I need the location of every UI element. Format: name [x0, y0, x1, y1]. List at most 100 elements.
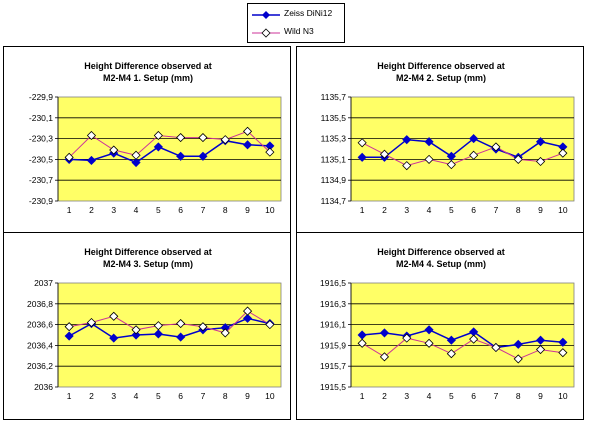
data-point-wild [220, 328, 230, 338]
y-tick-label: 2036,4 [27, 340, 53, 350]
y-tick-label: -229,9 [29, 92, 53, 102]
data-point-wild [379, 352, 390, 362]
chart-legend: Zeiss DiNi12 Wild N3 [247, 3, 345, 43]
data-point-wild [265, 147, 275, 157]
x-tick-label: 4 [134, 391, 139, 401]
x-tick-label: 6 [471, 205, 476, 215]
data-point-wild [424, 154, 434, 164]
chart-svg: Height Difference observed at M2-M4 1. Se… [29, 61, 282, 215]
plot-area [350, 282, 575, 388]
legend-entry-wild: Wild N3 [248, 25, 344, 41]
y-tick-label: -230,5 [29, 154, 53, 164]
x-tick-label: 1 [67, 391, 72, 401]
y-tick-label: 1915,5 [320, 382, 346, 392]
chart-title-line: M2-M4 1. Setup (mm) [103, 73, 193, 83]
x-tick-label: 7 [494, 391, 499, 401]
data-point-zeiss [86, 155, 97, 166]
data-point-wild [558, 348, 568, 358]
y-tick-label: -230,3 [29, 134, 53, 144]
x-tick-label: 9 [245, 391, 250, 401]
data-point-wild [424, 338, 434, 348]
data-point-zeiss [176, 332, 186, 342]
x-tick-label: 1 [360, 205, 365, 215]
data-point-zeiss [424, 325, 434, 335]
x-tick-label: 1 [67, 205, 72, 215]
y-tick-label: 2036,8 [27, 299, 53, 309]
data-point-wild [153, 321, 163, 331]
y-tick-label: 1915,9 [320, 340, 346, 350]
chart-svg: Height Difference observed at M2-M4 3. Se… [27, 247, 282, 401]
chart-svg: Height Difference observed at M2-M4 2. Se… [321, 61, 575, 215]
series-line-wild [361, 142, 564, 167]
x-tick-label: 10 [558, 205, 568, 215]
y-tick-label: 1134,7 [321, 196, 347, 206]
series-line-zeiss [362, 137, 564, 159]
x-tick-label: 7 [494, 205, 499, 215]
data-point-zeiss [558, 337, 568, 347]
data-point-zeiss [535, 137, 546, 147]
data-point-zeiss [469, 134, 479, 144]
x-tick-label: 9 [538, 391, 543, 401]
plot-area [350, 96, 575, 202]
x-tick-label: 8 [223, 391, 228, 401]
chart-title-line: M2-M4 4. Setup (mm) [396, 259, 486, 269]
y-tick-label: 1135,1 [321, 154, 347, 164]
data-point-wild [153, 130, 163, 141]
data-point-wild [402, 161, 412, 171]
series-line-wild [69, 310, 271, 334]
chart-title-line: M2-M4 2. Setup (mm) [396, 73, 486, 83]
y-tick-label: 1135,7 [321, 92, 347, 102]
chart-title-line: Height Difference observed at [377, 247, 505, 257]
data-point-wild [469, 334, 479, 344]
x-tick-label: 5 [156, 205, 161, 215]
data-point-zeiss [402, 135, 412, 145]
x-tick-label: 3 [111, 205, 116, 215]
x-tick-label: 5 [449, 391, 454, 401]
chart-panel-setup-4: Height Difference observed at M2-M4 4. Se… [296, 232, 584, 420]
data-point-wild [535, 156, 546, 167]
x-tick-label: 10 [265, 391, 275, 401]
data-point-wild [357, 338, 367, 348]
chart-panel-setup-3: Height Difference observed at M2-M4 3. Se… [3, 232, 291, 420]
data-point-zeiss [242, 140, 253, 150]
chart-panel-setup-1: Height Difference observed at M2-M4 1. Se… [3, 46, 291, 234]
x-tick-label: 3 [111, 391, 116, 401]
data-point-wild [357, 138, 367, 148]
data-point-zeiss [513, 339, 523, 349]
x-tick-label: 7 [201, 205, 206, 215]
data-point-wild [513, 154, 523, 164]
x-tick-label: 2 [89, 205, 94, 215]
data-point-wild [558, 148, 568, 158]
data-point-zeiss [242, 313, 253, 323]
data-point-wild [64, 152, 74, 162]
x-tick-label: 4 [427, 205, 432, 215]
data-point-zeiss [109, 333, 119, 343]
x-tick-label: 9 [245, 205, 250, 215]
data-point-zeiss [153, 329, 163, 339]
chart-title-line: Height Difference observed at [84, 61, 212, 71]
data-point-zeiss [131, 157, 141, 168]
data-point-zeiss [198, 151, 208, 161]
data-point-zeiss [424, 137, 434, 147]
x-tick-label: 6 [178, 205, 183, 215]
data-point-wild [535, 344, 546, 355]
data-point-wild [446, 160, 456, 170]
series-line-wild [361, 337, 563, 360]
data-point-wild [176, 132, 186, 143]
legend-marker-zeiss [252, 11, 280, 19]
x-tick-label: 7 [201, 391, 206, 401]
y-tick-label: 2036,6 [27, 320, 53, 330]
data-point-zeiss [446, 335, 456, 345]
x-tick-label: 10 [558, 391, 568, 401]
legend-marker-wild [252, 28, 280, 38]
series-line-zeiss [69, 139, 270, 164]
x-tick-label: 5 [449, 205, 454, 215]
data-point-wild [131, 325, 141, 335]
data-point-wild [64, 322, 74, 332]
y-tick-label: 1915,7 [320, 361, 346, 371]
data-point-wild [86, 130, 97, 141]
data-point-wild [265, 320, 275, 330]
x-tick-label: 1 [360, 391, 365, 401]
chart-title-line: Height Difference observed at [377, 61, 505, 71]
data-point-wild [379, 149, 390, 159]
